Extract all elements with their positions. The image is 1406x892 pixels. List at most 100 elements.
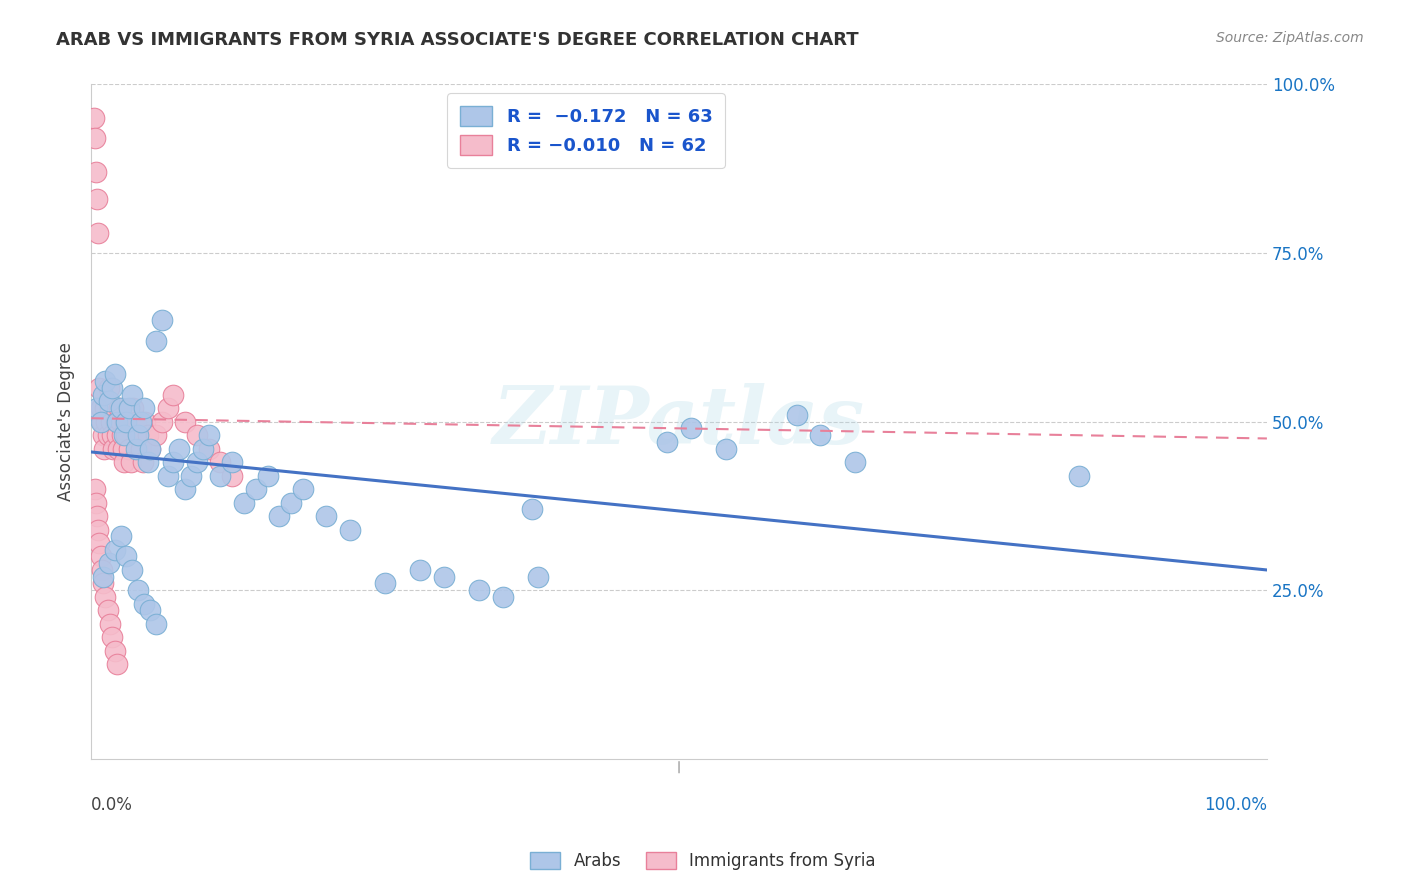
Point <box>127 428 149 442</box>
Point <box>90 549 112 564</box>
Point <box>118 442 141 456</box>
Point <box>86 401 108 416</box>
Point <box>520 502 543 516</box>
Point <box>83 111 105 125</box>
Point <box>98 401 121 416</box>
Point <box>114 415 136 429</box>
Point <box>433 570 456 584</box>
Point <box>104 368 127 382</box>
Point <box>97 556 120 570</box>
Point <box>93 442 115 456</box>
Point <box>315 508 337 523</box>
Point <box>145 616 167 631</box>
Point <box>91 576 114 591</box>
Point <box>1067 468 1090 483</box>
Point <box>83 482 105 496</box>
Point <box>103 442 125 456</box>
Point <box>374 576 396 591</box>
Point <box>162 455 184 469</box>
Point <box>108 401 131 416</box>
Point <box>90 415 112 429</box>
Point <box>84 495 107 509</box>
Point <box>492 590 515 604</box>
Point <box>90 415 112 429</box>
Point <box>269 508 291 523</box>
Point <box>115 428 138 442</box>
Point <box>409 563 432 577</box>
Point <box>107 442 129 456</box>
Point <box>90 401 112 416</box>
Point <box>91 428 114 442</box>
Point <box>221 468 243 483</box>
Point <box>101 428 124 442</box>
Point <box>139 442 162 456</box>
Point <box>256 468 278 483</box>
Point <box>105 415 128 429</box>
Point <box>174 482 197 496</box>
Point <box>91 570 114 584</box>
Point <box>94 374 117 388</box>
Point <box>150 415 173 429</box>
Point <box>162 387 184 401</box>
Point <box>132 597 155 611</box>
Point <box>186 428 208 442</box>
Point <box>97 428 120 442</box>
Point <box>129 415 152 429</box>
Point <box>139 442 162 456</box>
Point <box>125 442 148 456</box>
Point <box>186 455 208 469</box>
Point <box>94 401 117 416</box>
Point <box>786 408 808 422</box>
Point <box>115 415 138 429</box>
Point <box>129 442 152 456</box>
Point <box>87 226 110 240</box>
Point <box>105 657 128 672</box>
Point <box>121 387 143 401</box>
Point <box>156 401 179 416</box>
Point <box>111 428 134 442</box>
Point <box>132 455 155 469</box>
Text: ZIPatlas: ZIPatlas <box>494 383 865 460</box>
Point <box>122 401 145 416</box>
Point <box>104 644 127 658</box>
Point <box>91 387 114 401</box>
Point <box>714 442 737 456</box>
Point <box>280 495 302 509</box>
Point <box>209 455 232 469</box>
Point <box>339 523 361 537</box>
Point <box>145 334 167 348</box>
Point <box>86 192 108 206</box>
Point <box>808 428 831 442</box>
Point <box>89 536 111 550</box>
Point <box>679 421 702 435</box>
Point <box>87 523 110 537</box>
Point <box>83 131 105 145</box>
Point <box>110 401 132 416</box>
Point <box>94 590 117 604</box>
Point <box>118 401 141 416</box>
Point <box>89 381 111 395</box>
Point <box>136 455 159 469</box>
Text: ARAB VS IMMIGRANTS FROM SYRIA ASSOCIATE'S DEGREE CORRELATION CHART: ARAB VS IMMIGRANTS FROM SYRIA ASSOCIATE'… <box>56 31 859 49</box>
Point <box>132 401 155 416</box>
Point <box>245 482 267 496</box>
Point <box>121 563 143 577</box>
Point <box>125 415 148 429</box>
Point <box>180 468 202 483</box>
Point <box>98 616 121 631</box>
Point <box>96 415 118 429</box>
Point <box>101 381 124 395</box>
Point <box>134 415 156 429</box>
Point <box>527 570 550 584</box>
Point <box>209 468 232 483</box>
Point <box>197 442 219 456</box>
Point <box>100 415 122 429</box>
Point <box>90 563 112 577</box>
Point <box>97 394 120 409</box>
Point <box>139 603 162 617</box>
Point <box>150 313 173 327</box>
Point <box>174 415 197 429</box>
Text: 100.0%: 100.0% <box>1204 796 1267 814</box>
Point <box>111 442 134 456</box>
Text: 0.0%: 0.0% <box>91 796 134 814</box>
